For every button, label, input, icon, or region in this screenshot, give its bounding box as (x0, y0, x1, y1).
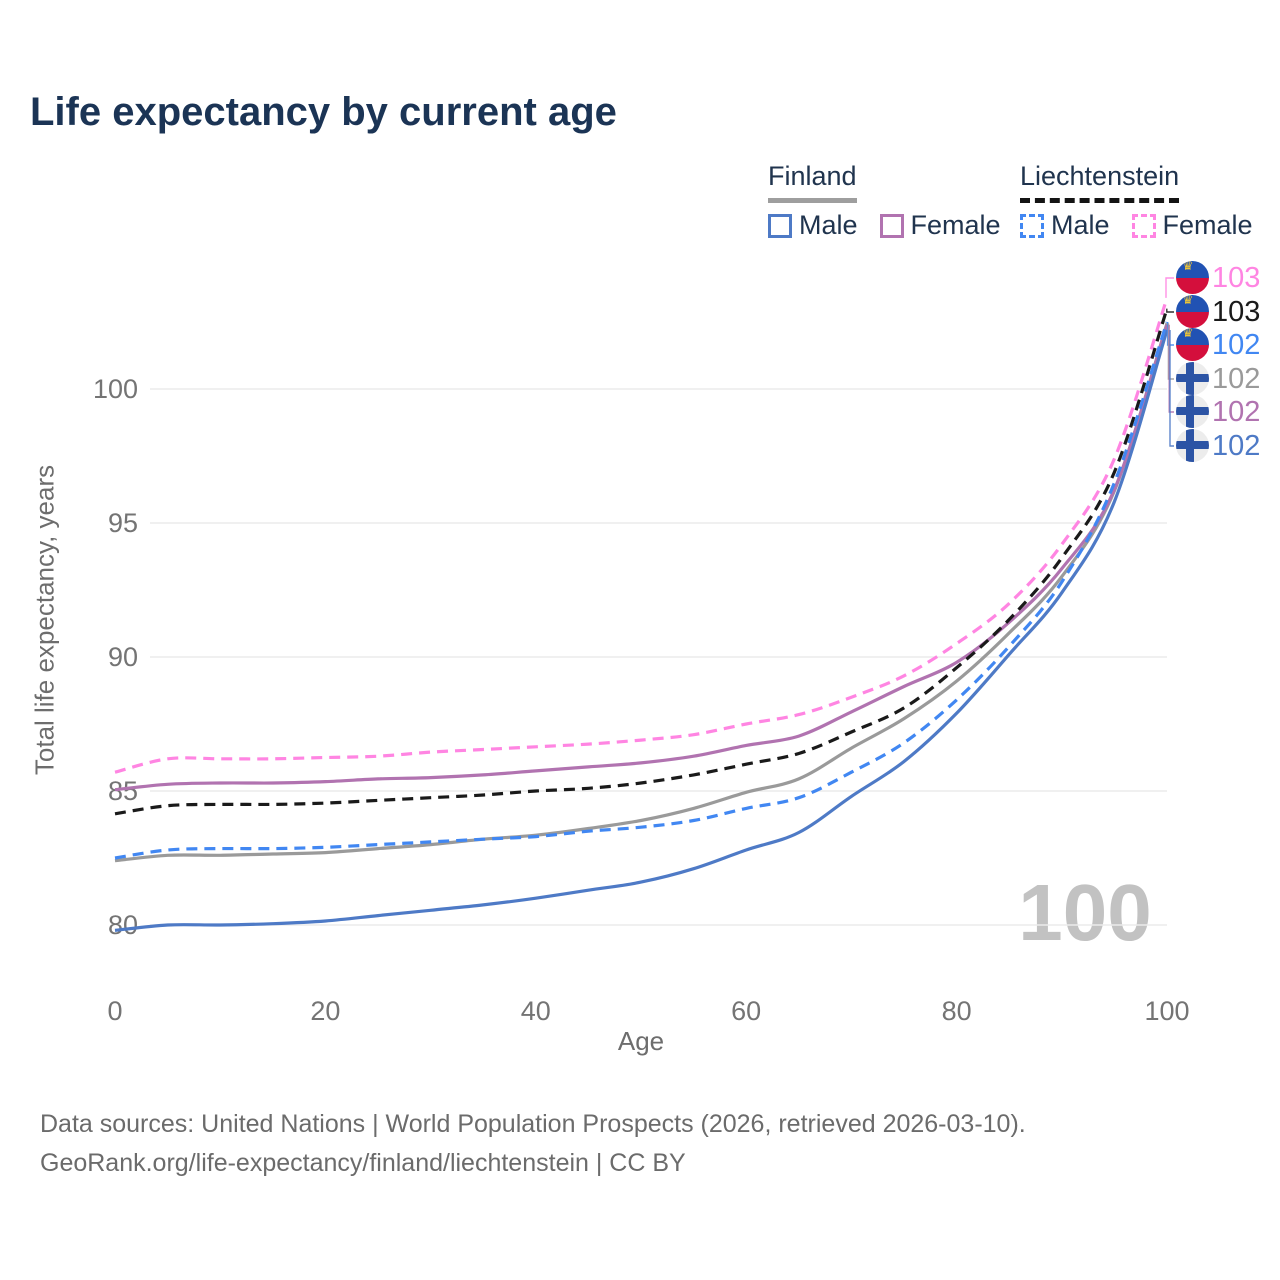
x-tick-label-40: 40 (520, 996, 551, 1026)
x-axis-title: Age (617, 1026, 665, 1056)
end-value-label-finland-both-sexes: 102 (1212, 363, 1261, 395)
legend-item-liechtenstein-female[interactable]: Female (1131, 210, 1253, 241)
legend-item-label: Male (1051, 210, 1110, 240)
end-value-label-liechtenstein-female: 103 (1212, 262, 1261, 294)
legend-item-liechtenstein-male[interactable]: Male (1020, 210, 1110, 241)
legend-item-label: Male (799, 210, 858, 240)
x-tick-label-20: 20 (310, 996, 341, 1026)
legend-item-label: Female (910, 210, 1001, 240)
x-tick-label-0: 0 (107, 996, 123, 1026)
legend-group-finland: Finland Male Female (768, 161, 1023, 241)
end-value-label-finland-male: 102 (1212, 430, 1261, 462)
end-connector-liechtenstein-both-sexes (1166, 308, 1174, 313)
crown-icon: ♛ (1182, 295, 1194, 308)
end-value-label-finland-female: 102 (1212, 396, 1261, 428)
page-title: Life expectancy by current age (30, 90, 617, 134)
legend-item-label: Female (1162, 210, 1253, 240)
liechtenstein-flag-icon: ♛ (1176, 328, 1209, 361)
end-connector-finland-female (1168, 324, 1174, 413)
series-line-liechtenstein-female (114, 297, 1169, 774)
end-value-label-liechtenstein-male: 102 (1212, 329, 1261, 361)
watermark: 100 (1018, 868, 1152, 957)
liechtenstein-flag-icon: ♛ (1176, 261, 1209, 294)
y-axis-title: Total life expectancy, years (29, 464, 60, 776)
footer-line-2: GeoRank.org/life-expectancy/finland/liec… (40, 1149, 686, 1177)
legend-swatch-icon (768, 213, 792, 238)
legend-group-title: Liechtenstein (1020, 161, 1180, 203)
x-tick-label-100: 100 (1144, 996, 1190, 1026)
y-tick-label-85: 85 (107, 776, 138, 806)
y-tick-label-100: 100 (92, 374, 138, 404)
footer-line-1: Data sources: United Nations | World Pop… (40, 1110, 1026, 1138)
finland-flag-icon (1176, 362, 1209, 395)
series-line-liechtenstein-male (114, 321, 1169, 860)
crown-icon: ♛ (1182, 328, 1194, 341)
legend-group-liechtenstein: Liechtenstein Male Female (1020, 161, 1275, 241)
y-tick-label-80: 80 (107, 910, 138, 940)
end-connector-liechtenstein-female (1165, 277, 1174, 298)
x-tick-label-60: 60 (731, 996, 762, 1026)
series-line-liechtenstein-both-sexes (114, 308, 1169, 816)
finland-flag-icon (1176, 395, 1209, 428)
end-connector-finland-both-sexes (1167, 323, 1174, 380)
series-line-finland-both-sexes (114, 322, 1169, 863)
end-connector-liechtenstein-male (1166, 322, 1174, 346)
finland-flag-icon (1176, 429, 1209, 462)
series-line-finland-female (114, 324, 1169, 792)
liechtenstein-flag-icon: ♛ (1176, 295, 1209, 328)
legend-item-finland-female[interactable]: Female (879, 210, 1001, 241)
legend-swatch-icon (1131, 213, 1156, 238)
y-tick-label-90: 90 (107, 642, 138, 672)
end-value-label-liechtenstein-both-sexes: 103 (1212, 296, 1261, 328)
crown-icon: ♛ (1182, 261, 1194, 274)
x-tick-label-80: 80 (941, 996, 972, 1026)
legend-group-title: Finland (768, 161, 857, 203)
end-connector-finland-male (1169, 330, 1174, 447)
legend-swatch-icon (879, 213, 904, 238)
series-line-finland-male (114, 329, 1169, 932)
y-tick-label-95: 95 (107, 508, 138, 538)
legend-item-finland-male[interactable]: Male (768, 210, 858, 241)
legend-swatch-icon (1020, 213, 1044, 238)
